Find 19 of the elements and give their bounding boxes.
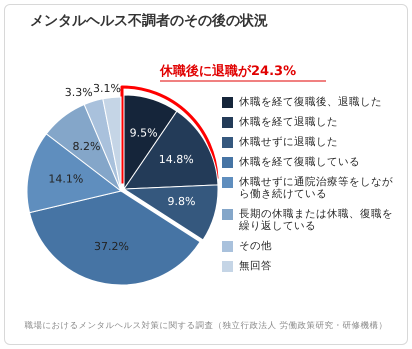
text: 休職後に退職が24.3% (160, 62, 326, 82)
legend-label: 休職を経て復職後、退職した (239, 96, 382, 108)
legend-label: 休職を経て復職している (239, 156, 360, 168)
text: 職場におけるメンタルヘルス対策に関する調査（独立行政法人 労働政策研究・研修機構） (24, 320, 388, 332)
legend-label: 休職せずに通院治療等をしながら働き続けている (239, 176, 394, 200)
legend-label: 長期の休職または休職、復職を繰り返している (239, 208, 394, 232)
legend-label: 休職を経て退職した (239, 116, 338, 128)
legend-label: その他 (239, 240, 272, 252)
data-label: 14.8% (158, 153, 194, 166)
chart-title: メンタルヘルス不調者のその後の状況 (30, 12, 268, 30)
data-label: 9.8% (167, 195, 196, 208)
data-label: 9.5% (130, 126, 158, 140)
data-label: 3.1% (93, 82, 121, 95)
data-label: 14.1% (48, 172, 84, 186)
data-label: 3.3% (64, 86, 93, 100)
legend-label: 休職せずに退職した (239, 136, 338, 148)
legend-label: 無回答 (239, 260, 272, 272)
data-label: 37.2% (94, 240, 129, 254)
data-label: 8.2% (72, 140, 100, 153)
